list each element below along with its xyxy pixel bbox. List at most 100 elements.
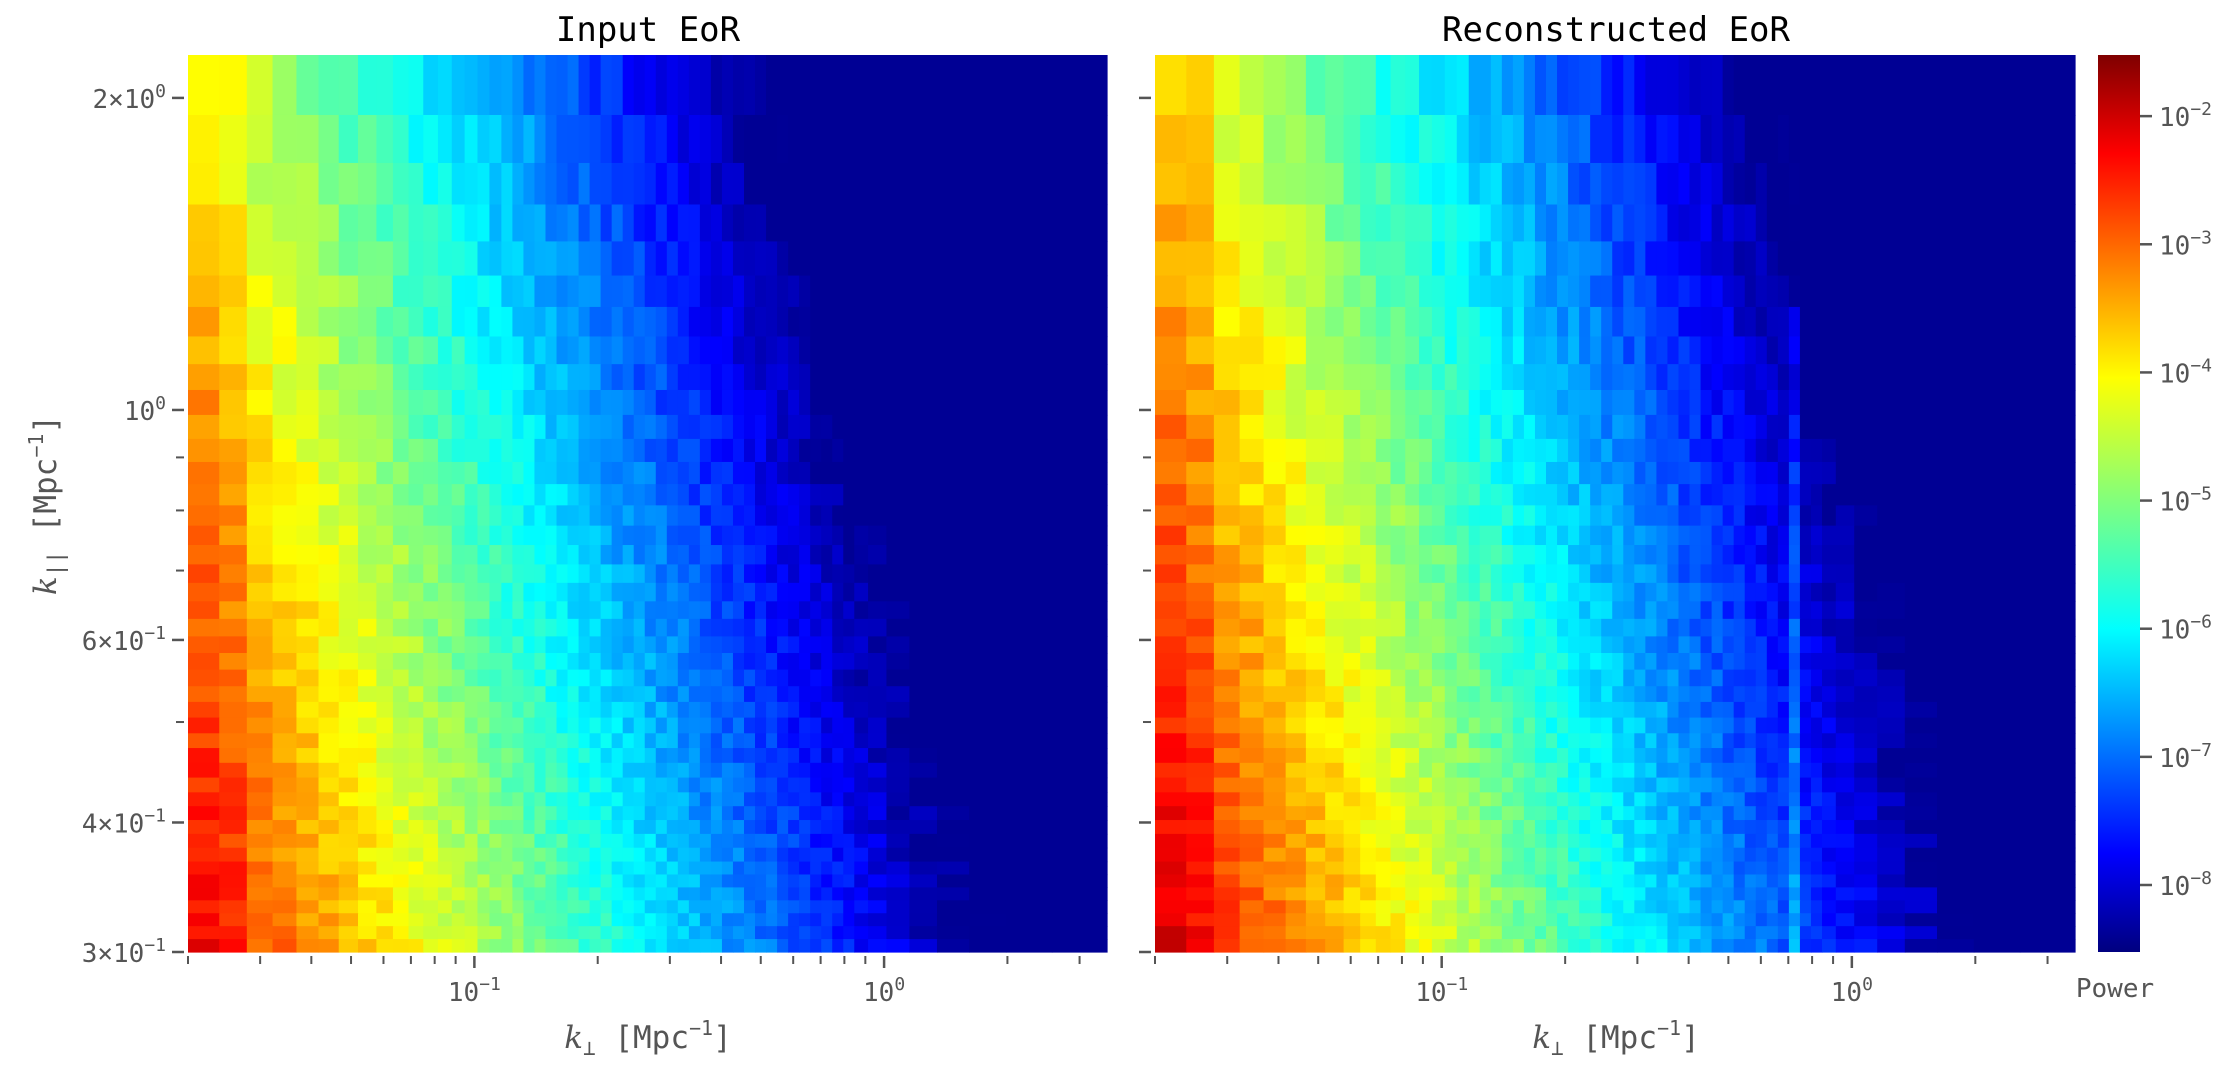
heatmap-cell xyxy=(464,241,479,277)
heatmap-cell xyxy=(246,525,274,546)
heatmap-cell xyxy=(1263,438,1287,463)
heatmap-cell xyxy=(1612,777,1624,793)
heatmap-cell xyxy=(1005,618,1053,637)
heatmap-cell xyxy=(464,275,479,308)
heatmap-cell xyxy=(1512,389,1525,416)
heatmap-cell xyxy=(1523,669,1536,687)
heatmap-cell xyxy=(1186,717,1215,734)
heatmap-cell xyxy=(1360,717,1377,734)
heatmap-cell xyxy=(755,525,767,546)
heatmap-cell xyxy=(1263,564,1287,584)
heatmap-cell xyxy=(766,241,778,277)
heatmap-cell xyxy=(699,874,712,888)
heatmap-cell xyxy=(666,653,679,671)
heatmap-cell xyxy=(799,618,811,637)
heatmap-cell xyxy=(534,777,547,793)
heatmap-cell xyxy=(534,275,547,308)
heatmap-cell xyxy=(810,618,822,637)
heatmap-cell xyxy=(666,306,679,338)
heatmap-cell xyxy=(489,582,502,602)
heatmap-cell xyxy=(1343,874,1361,888)
heatmap-cell xyxy=(744,389,756,416)
heatmap-cell xyxy=(489,833,502,849)
heatmap-cell xyxy=(501,204,514,243)
heatmap-cell xyxy=(1755,686,1768,703)
heatmap-cell xyxy=(477,777,491,793)
heatmap-cell xyxy=(1744,275,1757,308)
heatmap-cell xyxy=(1419,777,1433,793)
heatmap-cell xyxy=(246,564,274,584)
heatmap-cell xyxy=(1390,601,1406,620)
heatmap-cell xyxy=(655,55,668,116)
heatmap-cell xyxy=(1623,777,1635,793)
heatmap-cell xyxy=(1973,306,2021,338)
heatmap-cell xyxy=(1186,636,1215,654)
heatmap-cell xyxy=(744,847,756,863)
heatmap-cell xyxy=(732,582,745,602)
heatmap-cell xyxy=(1325,913,1345,927)
heatmap-cell xyxy=(512,275,525,308)
heatmap-cell xyxy=(272,564,298,584)
heatmap-cell xyxy=(501,669,514,687)
heatmap-cell xyxy=(799,241,811,277)
heatmap-cell xyxy=(1186,900,1215,914)
heatmap-cell xyxy=(1534,820,1547,835)
heatmap-cell xyxy=(1744,364,1757,391)
heatmap-cell xyxy=(868,241,888,277)
heatmap-cell xyxy=(512,733,525,749)
heatmap-cell xyxy=(1722,545,1735,566)
heatmap-cell xyxy=(732,926,745,940)
heatmap-cell xyxy=(1678,162,1691,206)
heatmap-cell xyxy=(1799,438,1812,463)
heatmap-cell xyxy=(408,564,424,584)
heatmap-cell xyxy=(710,887,723,901)
heatmap-cell xyxy=(1788,686,1801,703)
heatmap-cell xyxy=(936,833,970,849)
heatmap-cell xyxy=(1343,241,1361,277)
heatmap-cell xyxy=(1444,461,1458,485)
heatmap-cell xyxy=(376,748,394,764)
heatmap-cell xyxy=(688,861,701,876)
heatmap-cell xyxy=(1810,275,1823,308)
heatmap-cell xyxy=(1512,762,1525,779)
heatmap-cell xyxy=(1431,636,1446,654)
heatmap-cell xyxy=(600,336,613,365)
heatmap-cell xyxy=(909,748,938,764)
heatmap-cell xyxy=(755,241,767,277)
heatmap-cell xyxy=(1186,55,1215,116)
heatmap-cell xyxy=(744,701,756,719)
heatmap-cell xyxy=(1343,939,1361,953)
heatmap-cell xyxy=(408,900,424,914)
heatmap-cell xyxy=(296,820,320,835)
heatmap-cell xyxy=(589,913,602,927)
heatmap-cell xyxy=(1601,564,1613,584)
heatmap-cell xyxy=(1678,241,1691,277)
heatmap-cell xyxy=(1263,306,1287,338)
heatmap-cell xyxy=(1005,847,1053,863)
heatmap-cell xyxy=(408,306,424,338)
heatmap-cell xyxy=(1656,636,1669,654)
heatmap-cell xyxy=(799,833,811,849)
heatmap-cell xyxy=(688,162,701,206)
heatmap-cell xyxy=(318,792,340,807)
heatmap-cell xyxy=(1343,926,1361,940)
heatmap-cell xyxy=(788,505,800,527)
heatmap-cell xyxy=(296,582,320,602)
heatmap-cell xyxy=(600,414,613,440)
heatmap-cell xyxy=(1051,733,1108,749)
heatmap-cell xyxy=(578,484,591,506)
heatmap-cell xyxy=(710,414,723,440)
heatmap-cell xyxy=(1601,748,1613,764)
heatmap-cell xyxy=(1456,636,1470,654)
heatmap-cell xyxy=(1612,564,1624,584)
heatmap-cell xyxy=(766,887,778,901)
heatmap-cell xyxy=(755,717,767,734)
heatmap-cell xyxy=(1479,114,1492,164)
heatmap-cell xyxy=(567,241,580,277)
heatmap-cell xyxy=(501,900,514,914)
heatmap-cell xyxy=(854,900,869,914)
heatmap-cell xyxy=(1678,114,1691,164)
heatmap-cell xyxy=(296,601,320,620)
heatmap-cell xyxy=(423,887,439,901)
heatmap-cell xyxy=(1534,275,1547,308)
